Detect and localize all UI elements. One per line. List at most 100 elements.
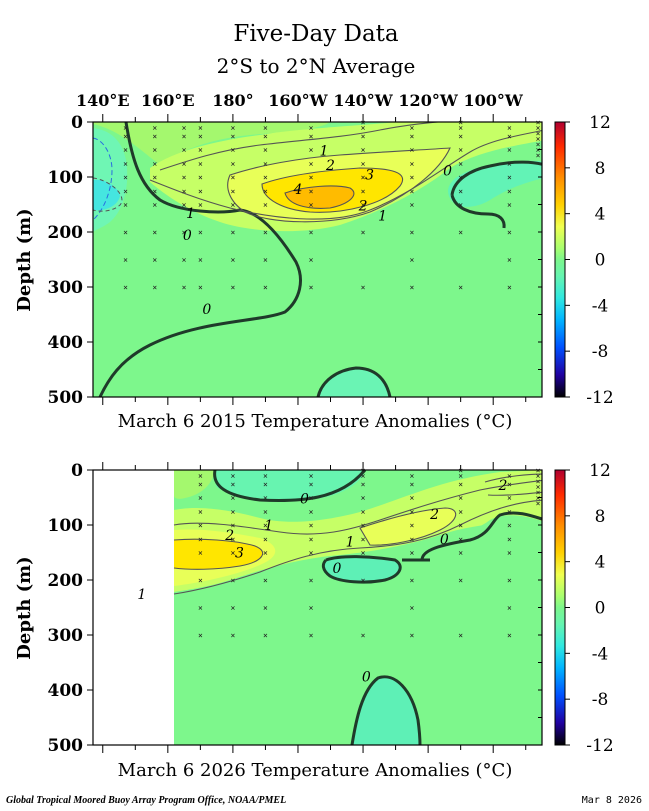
- station-marker: ×: [182, 146, 187, 155]
- contour-label: 0: [440, 532, 449, 548]
- station-marker: ×: [152, 146, 157, 155]
- contour-label: 0: [183, 228, 192, 244]
- station-marker: ×: [198, 132, 203, 141]
- station-marker: ×: [507, 472, 512, 481]
- colorbar-tick-label: 4: [595, 553, 606, 573]
- station-marker: ×: [263, 521, 268, 530]
- station-marker: ×: [152, 187, 157, 196]
- colorbar-tick-label: 8: [595, 507, 606, 527]
- station-marker: ×: [263, 549, 268, 558]
- station-marker: ×: [182, 228, 187, 237]
- station-marker: ×: [409, 604, 414, 613]
- station-marker: ×: [507, 507, 512, 516]
- station-marker: ×: [263, 472, 268, 481]
- footer-credit: Global Tropical Moored Buoy Array Progra…: [6, 795, 286, 806]
- station-marker: ×: [263, 132, 268, 141]
- contour-label: 0: [443, 163, 452, 179]
- station-marker: ×: [152, 124, 157, 133]
- station-marker: ×: [361, 159, 366, 168]
- station-marker: ×: [263, 173, 268, 182]
- station-marker: ×: [361, 549, 366, 558]
- colorbar-tick-label: -12: [586, 388, 613, 408]
- station-marker: ×: [507, 283, 512, 292]
- station-marker: ×: [198, 604, 203, 613]
- station-marker: ×: [182, 132, 187, 141]
- station-marker: ×: [230, 507, 235, 516]
- station-marker: ×: [458, 494, 463, 503]
- figure-title: Five-Day Data: [233, 21, 399, 47]
- station-marker: ×: [458, 521, 463, 530]
- station-marker: ×: [263, 480, 268, 489]
- bottom-y-tick-label: 100: [48, 516, 84, 536]
- station-marker: ×: [361, 201, 366, 210]
- top-colorbar-gradient: [554, 121, 566, 398]
- bottom-y-tick-label: 500: [48, 736, 84, 756]
- station-marker: ×: [182, 124, 187, 133]
- x-tick-label: 160°E: [141, 91, 195, 110]
- bottom-colorbar: 12 8 4 0 -4 -8 -12: [554, 461, 614, 756]
- station-marker: ×: [361, 132, 366, 141]
- station-marker: ×: [230, 124, 235, 133]
- station-marker: ×: [198, 549, 203, 558]
- station-marker: ×: [507, 228, 512, 237]
- station-marker: ×: [361, 173, 366, 182]
- station-marker: ×: [198, 201, 203, 210]
- station-marker: ×: [536, 499, 541, 508]
- station-marker: ×: [536, 477, 541, 486]
- station-marker: ×: [409, 576, 414, 585]
- station-marker: ×: [458, 472, 463, 481]
- station-marker: ×: [309, 494, 314, 503]
- station-marker: ×: [507, 132, 512, 141]
- station-marker: ×: [182, 283, 187, 292]
- figure-subtitle: 2°S to 2°N Average: [217, 54, 416, 78]
- station-marker: ×: [536, 483, 541, 492]
- station-marker: ×: [230, 631, 235, 640]
- contour-label: 1: [346, 535, 355, 551]
- station-marker: ×: [536, 124, 541, 133]
- top-colorbar: 12 8 4 0 -4 -8 -12: [554, 113, 614, 408]
- station-marker: ×: [182, 187, 187, 196]
- station-marker: ×: [409, 283, 414, 292]
- station-marker: ×: [123, 132, 128, 141]
- station-marker: ×: [152, 256, 157, 265]
- colorbar-tick-label: 8: [595, 159, 606, 179]
- contour-label: 2: [497, 478, 507, 494]
- bottom-colorbar-gradient: [554, 469, 566, 746]
- station-marker: ×: [458, 132, 463, 141]
- station-marker: ×: [309, 507, 314, 516]
- station-marker: ×: [409, 472, 414, 481]
- bottom-panel: ××××××××××××××××××××××××××××××××××××××××…: [14, 461, 543, 781]
- bottom-heatmap-fill: [93, 470, 542, 745]
- station-marker: ×: [230, 132, 235, 141]
- station-marker: ×: [536, 488, 541, 497]
- colorbar-tick-label: -8: [592, 690, 609, 710]
- station-marker: ×: [230, 535, 235, 544]
- contour-label: 1: [378, 209, 387, 225]
- station-marker: ×: [536, 472, 541, 481]
- station-marker: ×: [263, 124, 268, 133]
- station-marker: ×: [409, 132, 414, 141]
- station-marker: ×: [507, 256, 512, 265]
- station-marker: ×: [361, 124, 366, 133]
- station-marker: ×: [361, 472, 366, 481]
- station-marker: ×: [536, 140, 541, 149]
- station-marker: ×: [230, 159, 235, 168]
- colorbar-tick-label: 0: [595, 251, 606, 271]
- bottom-y-tick-label: 0: [71, 461, 83, 481]
- station-marker: ×: [198, 124, 203, 133]
- station-marker: ×: [409, 173, 414, 182]
- station-marker: ×: [263, 146, 268, 155]
- station-marker: ×: [458, 549, 463, 558]
- station-marker: ×: [309, 576, 314, 585]
- station-marker: ×: [361, 146, 366, 155]
- station-marker: ×: [182, 173, 187, 182]
- station-marker: ×: [230, 173, 235, 182]
- station-marker: ×: [309, 283, 314, 292]
- station-marker: ×: [263, 159, 268, 168]
- station-marker: ×: [409, 507, 414, 516]
- contour-label: 1: [264, 518, 273, 534]
- station-marker: ×: [198, 283, 203, 292]
